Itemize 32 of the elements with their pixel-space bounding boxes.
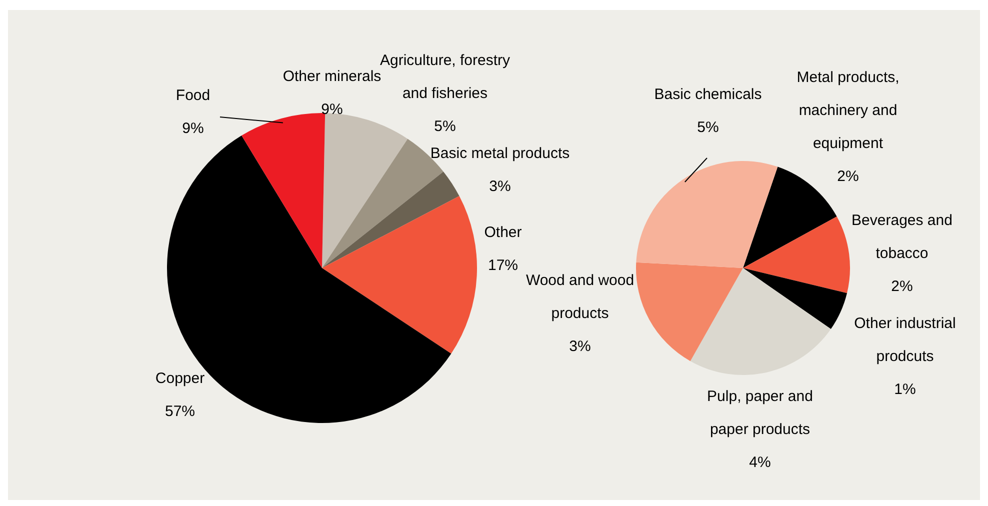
pie-slice	[690, 268, 831, 375]
data-label: 1%	[894, 381, 916, 398]
slice-label: Copper	[155, 370, 205, 387]
pie-slice	[636, 262, 743, 362]
slice-label: Other minerals	[282, 68, 382, 85]
pie-slice	[636, 161, 778, 268]
data-label: 3%	[489, 178, 511, 195]
slice-label: Pulp, paper and paper products	[707, 388, 813, 438]
data-label: 2%	[891, 278, 913, 295]
data-label: 5%	[697, 119, 719, 136]
data-label: 3%	[569, 338, 591, 355]
slice-label: Basic chemicals	[654, 86, 762, 103]
data-label: 4%	[749, 454, 771, 471]
slice-label: Food	[176, 87, 210, 104]
slice-label: Agriculture, forestry and fisheries	[380, 52, 511, 102]
pie-slice	[322, 172, 460, 268]
slice-label: Beverages and tobacco	[852, 212, 952, 262]
data-label: 9%	[321, 101, 343, 118]
pie-slice	[322, 113, 408, 268]
data-label: 17%	[488, 257, 518, 274]
slice-label: Basic metal products	[430, 145, 570, 162]
pie-slice	[743, 216, 850, 294]
data-label: 57%	[164, 403, 196, 420]
slice-label: Metal products, machinery and equipment	[796, 69, 900, 152]
pie-slice	[322, 196, 477, 354]
slice-label: Other	[484, 224, 522, 241]
data-label: 9%	[182, 120, 204, 137]
pie-slice	[242, 113, 326, 268]
data-label: 2%	[837, 168, 859, 185]
slice-label: Wood and wood products	[526, 272, 634, 322]
slice-label: Other industrial prodcuts	[854, 315, 956, 365]
data-label: 5%	[434, 118, 456, 135]
